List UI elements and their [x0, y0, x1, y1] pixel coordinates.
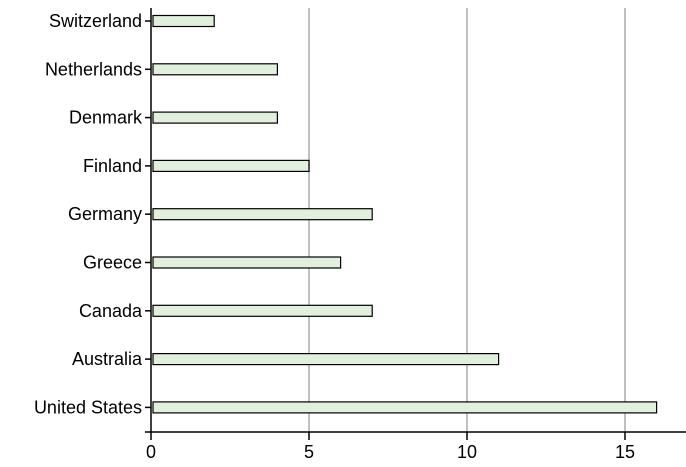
category-label-switzerland: Switzerland — [49, 11, 142, 31]
bar-greece — [152, 256, 342, 269]
bar-switzerland — [152, 14, 215, 28]
bar-canada — [152, 304, 373, 317]
bar-australia — [152, 353, 500, 366]
category-label-australia: Australia — [72, 349, 143, 369]
category-label-canada: Canada — [79, 301, 143, 321]
bars — [152, 14, 658, 414]
bar-finland — [152, 159, 310, 172]
bar-denmark — [152, 111, 279, 124]
x-tick-label-0: 0 — [146, 442, 156, 462]
x-tick-label-10: 10 — [457, 442, 477, 462]
x-tick-label-5: 5 — [304, 442, 314, 462]
category-label-germany: Germany — [68, 204, 142, 224]
bar-netherlands — [152, 63, 279, 76]
x-tick-label-15: 15 — [615, 442, 635, 462]
category-label-denmark: Denmark — [69, 108, 143, 128]
labels: Switzerland Netherlands Denmark Finland Germ… — [34, 11, 635, 462]
bar-united-states — [152, 401, 658, 414]
bar-germany — [152, 208, 373, 221]
category-label-finland: Finland — [83, 156, 142, 176]
category-label-united-states: United States — [34, 397, 142, 417]
category-label-greece: Greece — [83, 253, 142, 273]
axes — [145, 8, 686, 440]
category-label-netherlands: Netherlands — [45, 59, 142, 79]
